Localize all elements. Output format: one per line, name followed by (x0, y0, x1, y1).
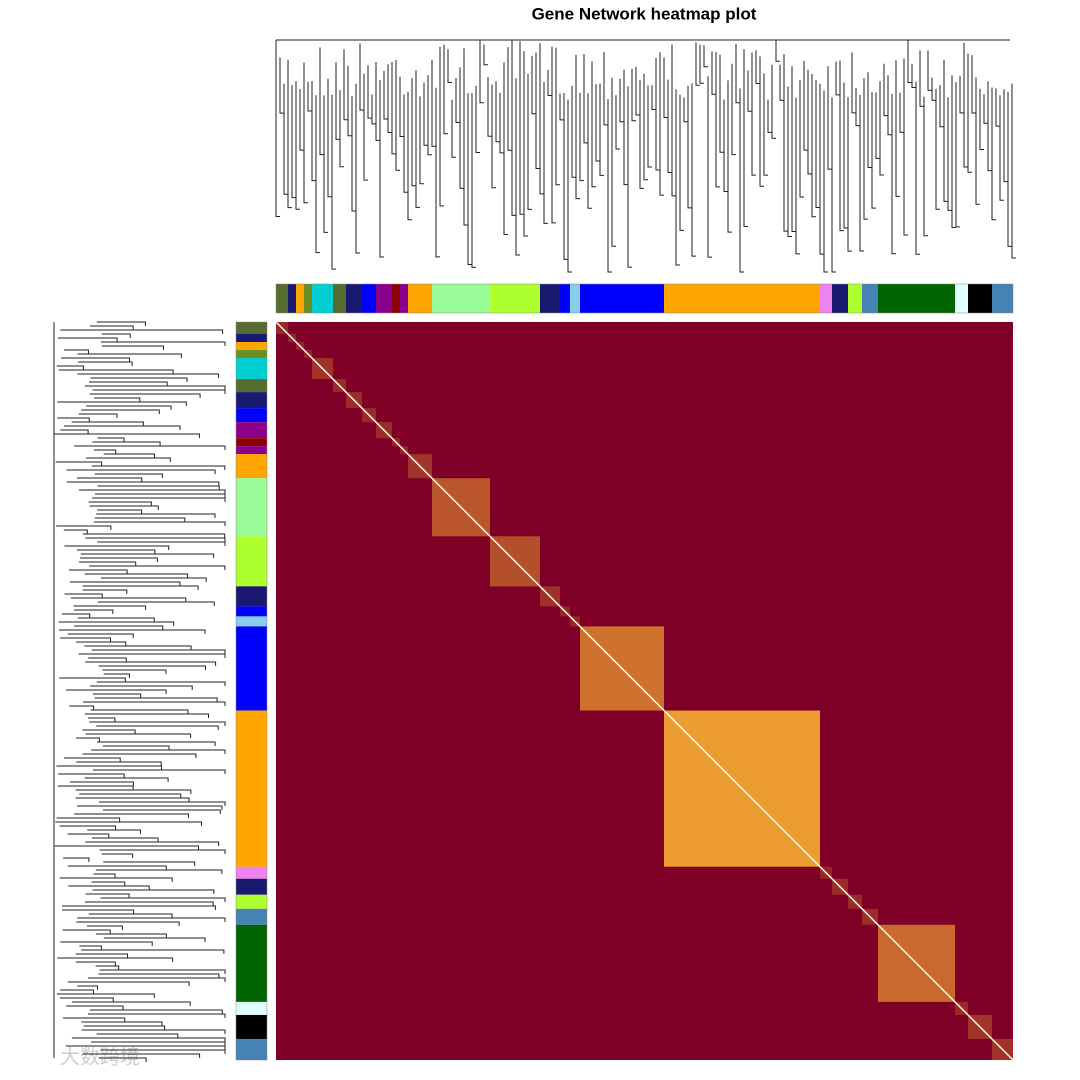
module-bar-top (362, 284, 376, 313)
module-bar-left (236, 392, 267, 409)
module-bar-top (664, 284, 820, 313)
module-bar-top (560, 284, 570, 313)
module-bar-left (236, 438, 267, 447)
module-bar-left (236, 710, 267, 867)
module-bar-top (878, 284, 955, 313)
module-bar-top (955, 284, 968, 313)
module-bar-top (862, 284, 878, 313)
module-bar-top (376, 284, 392, 313)
left-dendrogram (53, 321, 226, 1062)
module-bar-left (236, 866, 267, 879)
module-bar-left (236, 924, 267, 1002)
dendrograms (53, 39, 1016, 1062)
module-bar-left (236, 322, 267, 335)
module-bar-top (333, 284, 346, 313)
module-bar-top (276, 284, 288, 313)
module-bar-top (346, 284, 362, 313)
module-bar-top (832, 284, 848, 313)
module-bar-left (236, 1001, 267, 1015)
module-bar-top (296, 284, 304, 313)
module-bar-top (968, 284, 992, 313)
module-bar-left (236, 606, 267, 617)
module-bar-top (312, 284, 333, 313)
module-bar-left (236, 334, 267, 343)
module-bar-left (236, 908, 267, 925)
module-bar-top (992, 284, 1013, 313)
diagonal (275, 321, 1014, 1061)
module-bar-top (820, 284, 832, 313)
module-bar-left (236, 408, 267, 423)
module-bar-left (236, 379, 267, 393)
module-bar-left (236, 446, 267, 455)
module-bar-top (304, 284, 312, 313)
module-bar-left (236, 586, 267, 607)
module-bar-top (432, 284, 490, 313)
module-bar-top (848, 284, 862, 313)
module-bar-top-frame (275, 283, 1014, 314)
module-bar-left (236, 350, 267, 359)
module-bar-left (236, 616, 267, 627)
module-bar-top (580, 284, 664, 313)
module-bar-left (236, 878, 267, 895)
module-bar-left-frame (235, 321, 268, 1061)
module-bar-left (236, 422, 267, 439)
module-bar-top (570, 284, 580, 313)
module-bar-left (236, 894, 267, 909)
top-dendrogram (275, 39, 1016, 273)
module-bar-left (236, 1014, 267, 1039)
module-bar-left (236, 454, 267, 479)
module-bar-left (236, 478, 267, 537)
module-bar-top (400, 284, 408, 313)
module-bar-left (236, 342, 267, 351)
module-bar-left (236, 626, 267, 711)
module-bar-top (288, 284, 296, 313)
chart-title: Gene Network heatmap plot (532, 4, 757, 23)
module-bar-top (408, 284, 432, 313)
module-bar-left (236, 1038, 267, 1060)
module-bar-left (236, 536, 267, 587)
module-bar-top (490, 284, 540, 313)
module-bar-top (540, 284, 560, 313)
module-bar-top (392, 284, 400, 313)
watermark: 大数跨境 (60, 1045, 140, 1068)
module-bar-left (236, 358, 267, 380)
